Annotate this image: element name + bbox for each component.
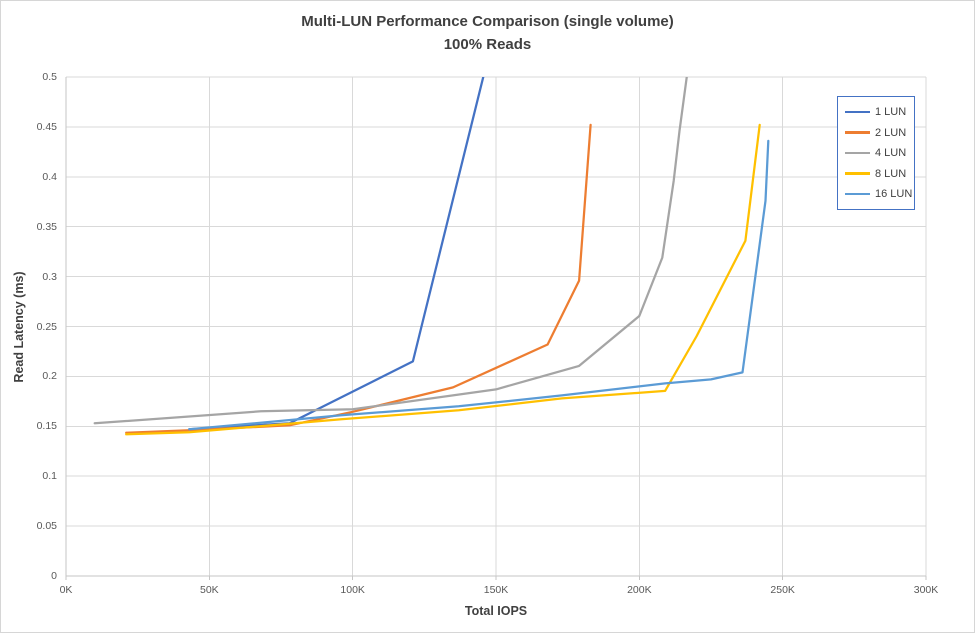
legend-label: 2 LUN <box>875 126 907 139</box>
x-tick-label: 100K <box>340 584 365 596</box>
x-tick-label: 50K <box>199 584 219 596</box>
legend-item-1-lun: 1 LUN <box>845 106 910 118</box>
series-line-2-lun <box>125 123 592 434</box>
y-tick-label: 0.15 <box>36 420 57 433</box>
x-tick-label: 0K <box>59 584 73 596</box>
legend-item-4-lun: 4 LUN <box>845 147 910 159</box>
series-line-16-lun <box>188 139 770 431</box>
y-tick-label: 0.3 <box>42 270 57 283</box>
legend-line-swatch <box>845 110 870 114</box>
x-tick-label: 250K <box>770 584 795 596</box>
legend-line-swatch <box>845 192 870 196</box>
x-tick-label: 300K <box>913 584 939 596</box>
y-tick-label: 0.4 <box>42 170 57 183</box>
chart-title: Multi-LUN Performance Comparison (single… <box>301 13 674 30</box>
legend-label: 4 LUN <box>875 147 907 159</box>
chart-title-block: Multi-LUN Performance Comparison (single… <box>1 10 974 56</box>
legend-label: 16 LUN <box>875 188 913 200</box>
y-tick-label: 0.5 <box>42 71 57 83</box>
y-tick-label: 0.25 <box>36 320 57 333</box>
legend: 1 LUN 2 LUN 4 LUN 8 LUN 16 LUN <box>837 96 915 210</box>
legend-label: 1 LUN <box>875 106 907 118</box>
series-line-1-lun <box>188 77 485 431</box>
y-tick-label: 0.1 <box>42 470 57 483</box>
legend-line-swatch <box>845 151 870 155</box>
x-tick-label: 150K <box>483 584 509 596</box>
legend-line-swatch <box>845 172 870 175</box>
x-tick-label: 200K <box>627 584 652 596</box>
chart-subtitle: 100% Reads <box>443 36 532 53</box>
legend-item-16-lun: 16 LUN <box>845 188 913 200</box>
y-tick-label: 0 <box>51 570 57 582</box>
x-axis-title: Total IOPS <box>464 604 528 618</box>
series-line-8-lun <box>125 123 761 436</box>
legend-line-swatch <box>845 131 870 134</box>
legend-item-8-lun: 8 LUN <box>845 168 910 180</box>
legend-label: 8 LUN <box>875 167 907 180</box>
series-line-4-lun <box>93 77 688 425</box>
y-tick-label: 0.45 <box>36 120 57 133</box>
y-tick-label: 0.35 <box>36 220 57 233</box>
y-tick-label: 0.2 <box>42 370 57 383</box>
legend-item-2-lun: 2 LUN <box>845 127 910 139</box>
y-tick-label: 0.05 <box>36 520 57 533</box>
